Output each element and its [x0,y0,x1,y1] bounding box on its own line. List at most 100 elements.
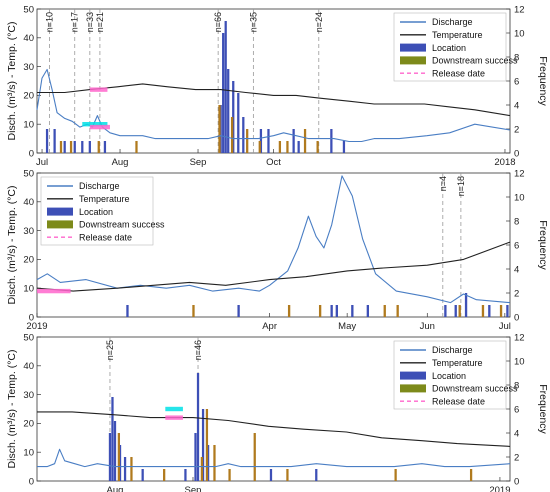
location-bar [194,433,197,481]
location-bar [232,81,235,153]
legend-label: Downstream success [79,220,165,230]
y-left-tick-label: 50 [23,4,34,15]
y-right-axis-label: Frequency [537,220,549,270]
location-bar [330,129,333,153]
release-marker [89,87,108,92]
legend-downstream-swatch [400,384,426,393]
downstream-success-bar [59,141,63,153]
legend-label: Temperature [432,30,483,40]
y-left-tick-label: 50 [23,168,34,179]
legend-label: Discharge [432,17,473,27]
legend-label: Temperature [432,358,483,368]
y-left-tick-label: 30 [23,226,34,237]
location-bar [222,33,225,153]
location-bar [227,69,230,153]
legend-location-swatch [400,371,426,380]
y-right-tick-label: 0 [514,148,519,159]
downstream-success-bar [286,141,289,153]
legend-label: Downstream success [432,384,518,394]
legend-location-swatch [47,207,73,216]
chart-panel-2: 0 10 20 30 40 50 0 2 4 6 8 10 12 2019 Apr May Jun Jul Disc… [6,168,549,332]
x-tick-label: Jul [36,157,48,168]
x-tick-label: 2018 [494,157,515,168]
location-bar [242,117,245,153]
location-bar [330,305,333,317]
y-left-tick-label: 40 [23,197,34,208]
legend: Discharge Temperature Location Downstream s… [393,340,518,410]
location-bar [184,469,187,481]
location-bar [126,305,129,317]
release-count-label: n=25 [105,340,115,360]
y-left-tick-label: 20 [23,91,34,102]
downstream-success-bar [130,457,133,481]
location-bar [113,421,117,481]
downstream-success-bar [394,469,397,481]
location-bar [366,305,370,317]
location-bar [335,305,338,317]
location-bar [73,141,76,153]
release-count-label: n=35 [248,12,258,32]
location-bar [123,457,127,481]
y-left-axis-label: Disch. (m³/s) - Temp. (°C) [6,22,18,141]
release-count-label: n=46 [193,340,203,360]
y-left-axis-label: Disch. (m³/s) - Temp. (°C) [6,350,18,469]
legend-label: Release date [432,396,485,406]
legend-label: Release date [432,68,485,78]
y-left-tick-label: 0 [29,312,34,323]
location-bar [488,305,491,317]
y-left-tick-label: 10 [23,120,34,131]
y-right-tick-label: 10 [514,192,525,203]
location-bar [103,141,107,153]
downstream-success-bar [135,141,138,153]
y-right-tick-label: 8 [514,380,519,391]
y-right-tick-label: 2 [514,288,519,299]
downstream-success-bar [316,141,319,153]
downstream-success-bar [200,457,204,481]
downstream-success-bar [246,129,249,153]
location-bar [297,141,300,153]
temperature-line [37,411,511,447]
location-bar [444,305,447,317]
x-tick-label: Jul [499,321,511,332]
downstream-success-bar [228,469,231,481]
x-tick-label: Apr [262,321,277,332]
release-count-label: n=24 [314,12,324,32]
location-bar [219,105,222,153]
x-tick-label: 2019 [26,321,47,332]
y-left-axis-label: Disch. (m³/s) - Temp. (°C) [6,186,18,305]
location-bar [269,469,273,481]
location-bar [506,305,509,317]
location-bar [201,409,205,481]
y-right-tick-label: 8 [514,216,519,227]
release-count-label: n=4 [438,176,448,191]
release-count-label: n=33 [85,12,95,32]
release-count-label: n=21 [95,12,105,32]
location-bar [63,141,66,153]
downstream-success-bar [481,305,485,317]
downstream-success-bar [469,469,473,481]
downstream-success-bar [287,305,291,317]
location-bar [81,141,84,153]
downstream-success-bar [458,305,461,317]
location-bar [237,93,240,153]
legend-downstream-swatch [47,220,73,229]
location-bar [224,21,227,153]
y-right-tick-label: 4 [514,100,519,111]
downstream-success-bar [97,141,100,153]
legend-label: Location [432,371,466,381]
location-bar [45,129,49,153]
y-left-tick-label: 20 [23,419,34,430]
y-right-tick-label: 12 [514,332,525,343]
discharge-line [36,68,511,143]
location-bar [118,445,122,481]
release-marker [37,288,71,294]
x-tick-label: May [338,321,356,332]
location-bar [237,305,240,317]
legend-label: Release date [79,232,132,242]
release-marker [89,124,110,130]
y-right-tick-label: 0 [514,476,519,487]
legend: Discharge Temperature Location Downstream s… [393,12,518,82]
release-count-label: n=17 [70,12,80,32]
y-right-tick-label: 12 [514,4,525,15]
